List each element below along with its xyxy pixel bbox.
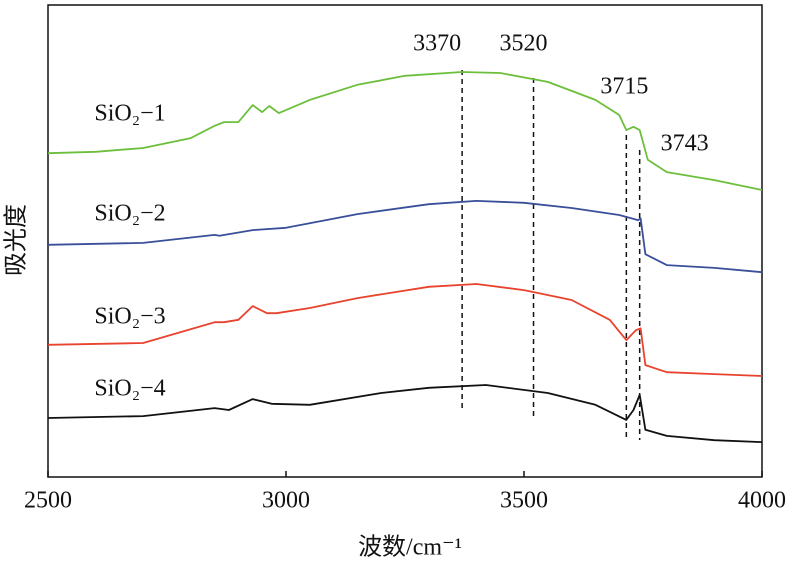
- x-tick-label: 3500: [500, 488, 548, 514]
- spectrum-line: [47, 283, 763, 377]
- reference-label: 3743: [661, 131, 709, 157]
- reference-label: 3370: [413, 31, 461, 57]
- series-label: SiO₂−2: [94, 201, 165, 227]
- x-axis-label: 波数/cm⁻¹: [358, 534, 462, 561]
- spectrum-line: [47, 200, 763, 274]
- series-label: SiO₂−4: [94, 376, 165, 402]
- reference-label: 3520: [500, 31, 548, 57]
- x-tick-label: 2500: [24, 488, 72, 514]
- reference-label: 3715: [600, 74, 648, 100]
- x-tick-label: 3000: [262, 488, 310, 514]
- x-tick-label: 4000: [738, 488, 786, 514]
- series-label: SiO₂−3: [94, 304, 165, 330]
- plot-frame: [47, 4, 763, 478]
- series-label: SiO₂−1: [94, 101, 165, 127]
- y-axis-label: 吸光度: [3, 204, 30, 276]
- spectrum-line: [47, 384, 763, 443]
- spectrum-line: [47, 71, 763, 191]
